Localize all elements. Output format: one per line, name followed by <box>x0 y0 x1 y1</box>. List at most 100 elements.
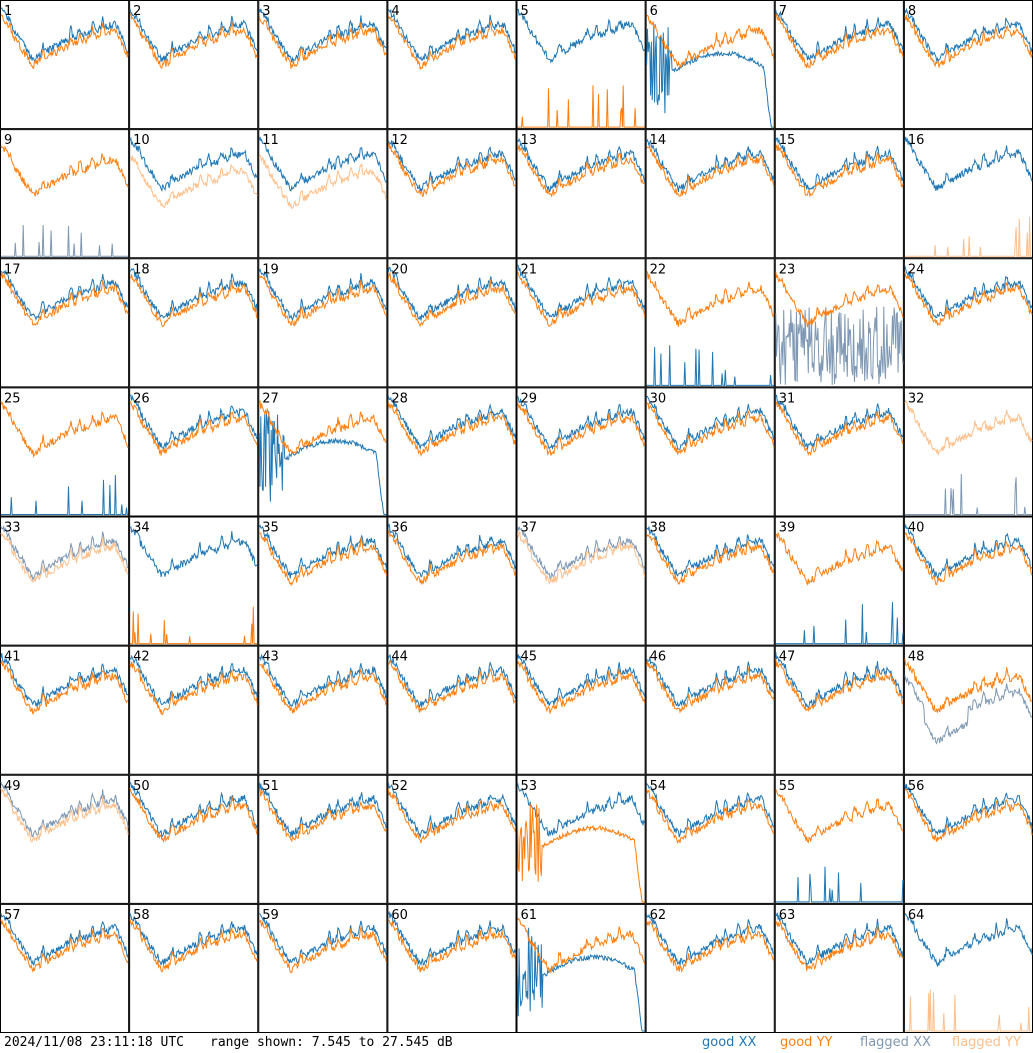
panel-frame <box>0 0 130 130</box>
yy-trace <box>258 399 387 455</box>
panel-62: 62 <box>645 903 775 1033</box>
panel-label: 57 <box>4 908 21 923</box>
legend-flagged-yy: flagged YY <box>952 1035 1021 1050</box>
panel-label: 12 <box>391 133 408 148</box>
panel-31: 31 <box>774 387 904 517</box>
xx-trace <box>904 7 1033 63</box>
panel-label: 39 <box>779 521 796 536</box>
panel-label: 38 <box>650 521 667 536</box>
panel-frame <box>0 258 130 388</box>
panel-label: 52 <box>391 779 408 794</box>
xx-trace <box>129 654 258 706</box>
yy-trace <box>387 788 516 844</box>
xx-trace <box>0 653 129 707</box>
xx-trace <box>517 395 646 451</box>
yy-trace <box>904 788 1033 842</box>
panel-36: 36 <box>387 516 517 646</box>
panel-53: 53 <box>516 774 646 904</box>
xx-trace <box>904 136 1033 191</box>
panel-frame <box>258 0 388 130</box>
xx-trace <box>1 224 129 257</box>
yy-trace <box>904 532 1033 586</box>
yy-trace <box>387 529 516 585</box>
yy-trace <box>904 658 1033 713</box>
panel-label: 21 <box>521 262 538 277</box>
xx-trace <box>129 267 258 319</box>
panel-frame <box>0 645 130 775</box>
panel-label: 58 <box>133 908 150 923</box>
yy-trace <box>258 154 387 209</box>
panel-label: 48 <box>908 650 925 665</box>
panel-label: 23 <box>779 262 796 277</box>
yy-trace <box>517 402 646 456</box>
panel-frame <box>903 774 1033 904</box>
panel-frame <box>774 387 904 517</box>
xx-trace <box>775 306 904 386</box>
panel-58: 58 <box>129 903 259 1033</box>
panel-frame <box>387 903 517 1033</box>
panel-18: 18 <box>129 258 259 388</box>
xx-trace <box>129 526 258 578</box>
panel-label: 30 <box>650 391 667 406</box>
panel-frame <box>387 129 517 259</box>
panel-35: 35 <box>258 516 388 646</box>
panel-frame <box>129 258 259 388</box>
panel-11: 11 <box>258 129 388 259</box>
panel-29: 29 <box>516 387 646 517</box>
panel-label: 40 <box>908 521 925 536</box>
yy-trace <box>646 144 775 197</box>
yy-trace <box>129 788 258 843</box>
panel-label: 9 <box>4 133 12 148</box>
panel-60: 60 <box>387 903 517 1033</box>
xx-trace <box>646 138 775 192</box>
panel-frame <box>903 0 1033 130</box>
panel-12: 12 <box>387 129 517 259</box>
panel-frame <box>0 129 130 259</box>
panel-61: 61 <box>516 903 646 1033</box>
yy-trace <box>904 14 1033 68</box>
panel-frame <box>774 0 904 130</box>
panel-frame <box>645 774 775 904</box>
panel-52: 52 <box>387 774 517 904</box>
legend-good-yy: good YY <box>780 1035 833 1050</box>
xx-trace <box>387 653 516 709</box>
xx-trace <box>258 268 387 322</box>
panel-59: 59 <box>258 903 388 1033</box>
yy-trace <box>259 532 387 587</box>
panel-label: 19 <box>262 262 279 277</box>
panel-label: 1 <box>4 4 12 19</box>
xx-trace <box>387 523 516 578</box>
panel-14: 14 <box>645 129 775 259</box>
xx-trace <box>904 913 1033 968</box>
yy-trace <box>775 271 904 328</box>
panel-label: 37 <box>521 521 538 536</box>
xx-trace <box>258 8 387 63</box>
xx-trace <box>387 140 516 193</box>
panel-frame <box>774 129 904 259</box>
panel-41: 41 <box>0 645 130 775</box>
panel-frame <box>258 129 388 259</box>
xx-trace <box>517 264 646 318</box>
panel-47: 47 <box>774 645 904 775</box>
panel-43: 43 <box>258 645 388 775</box>
yy-trace <box>387 402 516 458</box>
panel-frame <box>258 903 388 1033</box>
xx-trace <box>129 136 258 192</box>
yy-trace <box>0 401 129 458</box>
xx-trace <box>775 137 904 192</box>
yy-trace <box>646 402 775 455</box>
yy-trace <box>0 919 129 974</box>
panel-1: 1 <box>0 0 130 130</box>
panel-28: 28 <box>387 387 517 517</box>
yy-trace <box>387 142 516 197</box>
panel-frame <box>516 258 646 388</box>
panel-frame <box>645 258 775 388</box>
panel-label: 54 <box>650 779 667 794</box>
yy-trace <box>517 917 646 974</box>
panel-64: 64 <box>903 903 1033 1033</box>
panel-2: 2 <box>129 0 259 130</box>
panel-frame <box>258 774 388 904</box>
panel-label: 63 <box>779 908 796 923</box>
yy-trace <box>0 532 129 583</box>
panel-label: 17 <box>4 262 21 277</box>
